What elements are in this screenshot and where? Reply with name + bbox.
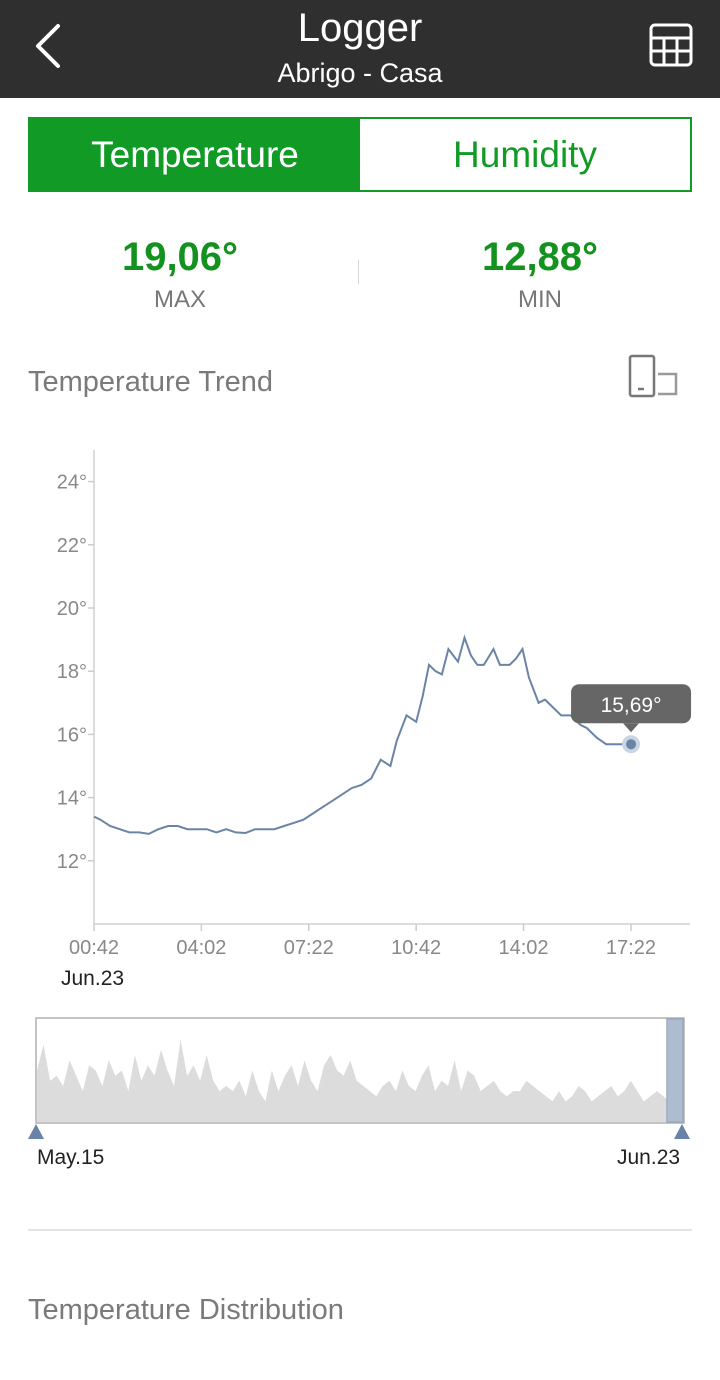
metric-tabs: Temperature Humidity xyxy=(28,117,692,192)
range-handle-left xyxy=(28,1124,44,1139)
range-start-label: May.15 xyxy=(37,1146,105,1169)
range-handle-right xyxy=(674,1124,690,1139)
min-label: MIN xyxy=(518,286,562,313)
y-tick-label: 18° xyxy=(57,661,87,683)
tab-humidity[interactable]: Humidity xyxy=(360,119,690,190)
temperature-series-line xyxy=(93,634,631,835)
x-tick-label: 10:42 xyxy=(391,937,441,959)
page-subtitle: Abrigo - Casa xyxy=(277,58,443,88)
chevron-left-icon[interactable] xyxy=(22,18,78,74)
page-title: Logger xyxy=(297,6,423,50)
phone-rotate-icon[interactable] xyxy=(626,354,682,400)
y-tick-label: 22° xyxy=(57,535,87,557)
tooltip-arrow xyxy=(623,723,640,733)
range-selection-window xyxy=(666,1018,684,1123)
app-header: Logger Abrigo - Casa xyxy=(0,0,720,98)
y-tick-label: 12° xyxy=(57,851,87,873)
x-tick-label: 04:02 xyxy=(176,937,226,959)
table-grid-icon[interactable] xyxy=(646,20,696,70)
y-tick-label: 24° xyxy=(57,472,87,494)
temperature-trend-chart: 24° 22° 20° 18° 16° 14° 12° 00:42 04:02 07:22 10:… xyxy=(57,450,692,959)
trend-title: Temperature Trend xyxy=(28,366,274,398)
distribution-title: Temperature Distribution xyxy=(28,1294,344,1326)
max-value: 19,06° xyxy=(121,235,239,279)
y-tick-label: 14° xyxy=(57,788,87,810)
min-stat: 12,88° MIN xyxy=(360,234,720,314)
x-tick-label: 07:22 xyxy=(284,937,334,959)
max-stat: 19,06° MAX xyxy=(0,234,360,314)
x-tick-label: 17:22 xyxy=(606,937,656,959)
x-tick-label: 14:02 xyxy=(499,937,549,959)
y-tick-label: 16° xyxy=(57,724,87,746)
tooltip-box xyxy=(571,684,692,724)
section-separator xyxy=(28,1229,692,1231)
max-label: MAX xyxy=(153,286,206,313)
y-tick-label: 20° xyxy=(57,598,87,620)
tooltip-point[interactable] xyxy=(626,739,637,750)
range-end-label: Jun.23 xyxy=(617,1146,681,1169)
chart-date-label: Jun.23 xyxy=(61,967,125,990)
tooltip-value: 15,69° xyxy=(601,694,662,717)
x-tick-label: 00:42 xyxy=(69,937,119,959)
range-selector[interactable] xyxy=(0,1010,720,1140)
overview-area xyxy=(37,1039,683,1122)
min-value: 12,88° xyxy=(481,235,599,279)
tab-temperature[interactable]: Temperature xyxy=(30,119,360,190)
stat-divider xyxy=(358,260,359,284)
